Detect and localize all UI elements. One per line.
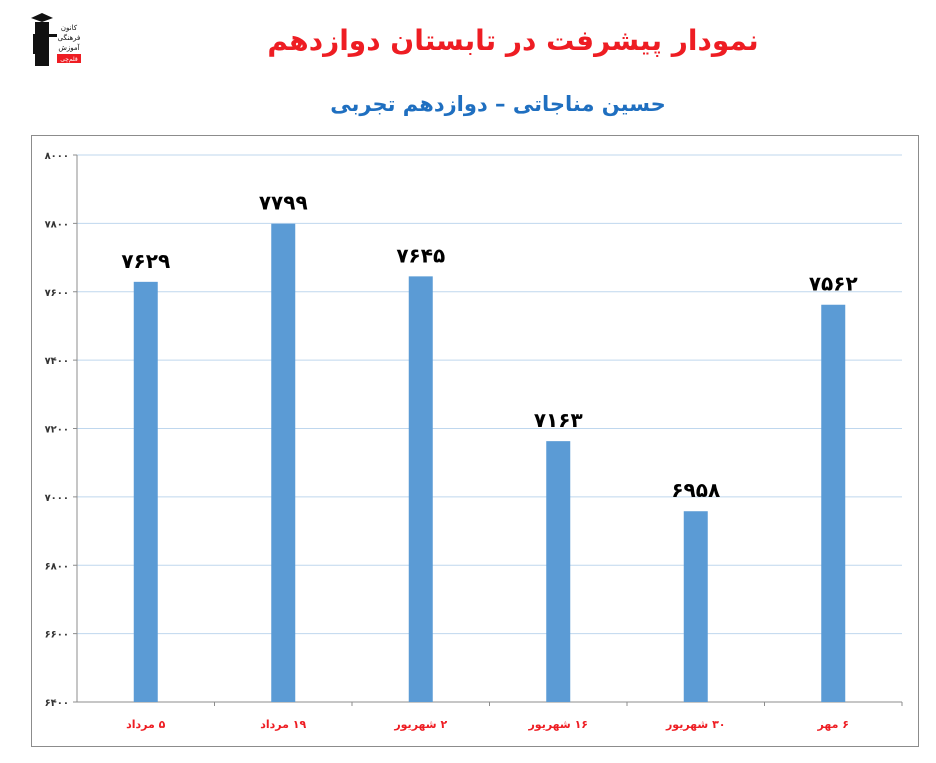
y-tick-label: ۷۲۰۰ [45, 425, 69, 436]
y-tick-label: ۷۶۰۰ [45, 288, 69, 299]
bar [408, 276, 433, 702]
bar [271, 223, 296, 703]
data-label: ۷۱۶۳ [534, 408, 583, 432]
category-label: ۵ مرداد [126, 718, 166, 731]
category-label: ۳۰ شهریور [665, 718, 726, 731]
category-label: ۱۶ شهریور [527, 718, 588, 731]
logo-text-3: آموزش [58, 43, 80, 52]
category-label: ۲ شهریور [393, 718, 447, 731]
bar-chart: ۶۴۰۰ ۶۶۰۰ ۶۸۰۰ ۷۰۰۰ ۷۲۰۰ ۷۴۰۰ ۷۶۰۰ ۷۸۰۰ ۸۰۰۰ ۷۶۲۹… [45, 151, 903, 731]
y-tick-label: ۷۴۰۰ [45, 356, 69, 367]
data-label: ۶۹۵۸ [671, 478, 720, 502]
data-label: ۷۶۴۵ [396, 243, 445, 267]
y-tick-label: ۷۰۰۰ [45, 493, 69, 504]
logo-text-1: کانون [61, 24, 78, 32]
category-label: ۱۹ مرداد [260, 718, 306, 731]
logo-text-2: فرهنگی [58, 33, 81, 42]
bar [133, 281, 158, 702]
bar [821, 304, 846, 702]
chart-subtitle: حسین مناجاتی – دوازدهم تجربی [330, 92, 666, 116]
bar [683, 511, 708, 702]
bar [546, 441, 571, 702]
category-label: ۶ مهر [817, 718, 849, 731]
chart-title: نمودار پیشرفت در تابستان دوازدهم [267, 24, 759, 57]
logo-text-4: قلم‌چی [60, 56, 78, 63]
data-label: ۷۵۶۲ [809, 272, 858, 296]
y-tick-label: ۷۸۰۰ [45, 219, 69, 230]
chart-area: ۶۴۰۰ ۶۶۰۰ ۶۸۰۰ ۷۰۰۰ ۷۲۰۰ ۷۴۰۰ ۷۶۰۰ ۷۸۰۰ ۸۰۰۰ ۷۶۲۹… [31, 135, 919, 747]
kanoon-logo: کانون فرهنگی آموزش قلم‌چی [27, 8, 85, 74]
y-tick-label: ۶۴۰۰ [45, 698, 69, 709]
y-tick-label: ۶۸۰۰ [45, 561, 69, 572]
y-tick-label: ۸۰۰۰ [45, 151, 69, 162]
data-label: ۷۶۲۹ [121, 249, 170, 273]
y-tick-label: ۶۶۰۰ [45, 630, 69, 641]
data-label: ۷۷۹۹ [259, 191, 308, 215]
